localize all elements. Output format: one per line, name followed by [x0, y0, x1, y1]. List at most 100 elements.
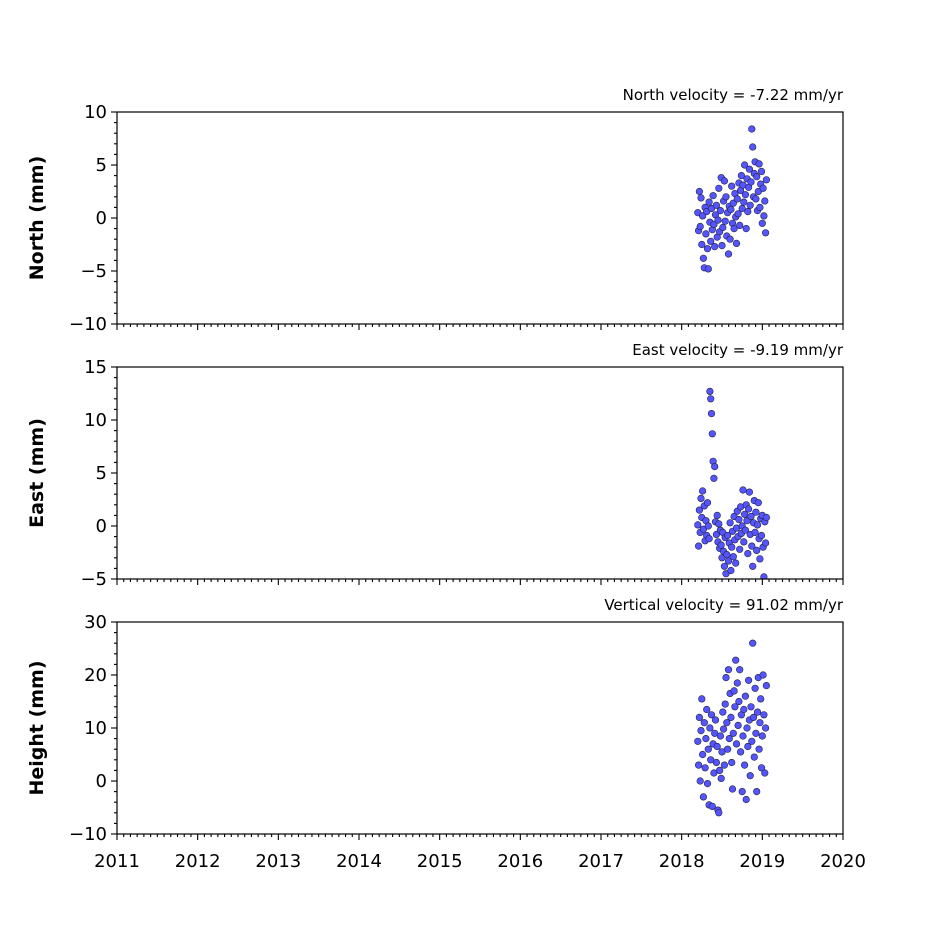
data-point	[742, 795, 750, 804]
data-point	[740, 510, 749, 518]
data-point	[715, 766, 724, 775]
data-point	[727, 205, 735, 214]
data-point	[747, 512, 755, 521]
data-point	[694, 761, 703, 769]
data-point	[698, 487, 707, 495]
data-point	[728, 543, 736, 551]
y-axis-label: North (mm)	[26, 156, 48, 281]
data-point	[698, 212, 707, 220]
data-point	[748, 737, 756, 745]
data-point	[719, 223, 727, 232]
data-point	[753, 173, 761, 181]
data-point	[720, 177, 729, 185]
panel-title: East velocity = -9.19 mm/yr	[632, 341, 844, 359]
data-point	[702, 734, 710, 743]
data-point	[698, 240, 706, 249]
data-point	[714, 216, 722, 224]
panel-title: North velocity = -7.22 mm/yr	[623, 86, 844, 104]
data-point	[751, 528, 759, 537]
data-point	[706, 724, 714, 732]
data-point	[727, 566, 735, 575]
data-point	[724, 250, 733, 258]
data-point	[713, 742, 721, 751]
data-point	[712, 201, 721, 209]
data-point	[735, 515, 743, 524]
data-point	[729, 553, 737, 561]
data-point	[704, 522, 712, 530]
data-point	[735, 697, 743, 706]
data-point	[703, 705, 711, 714]
data-point	[728, 758, 736, 767]
data-point	[696, 777, 704, 785]
data-point	[719, 708, 727, 716]
data-point	[711, 716, 720, 724]
data-point	[730, 225, 738, 233]
data-point	[697, 194, 705, 202]
y-tick-label: 20	[84, 665, 107, 686]
data-point	[726, 235, 734, 243]
data-point	[700, 719, 708, 727]
data-point	[739, 732, 747, 740]
data-points	[694, 387, 771, 579]
data-point	[715, 809, 723, 817]
x-tick-label: 2016	[497, 851, 543, 872]
data-point	[720, 562, 729, 570]
x-tick-label: 2018	[659, 851, 705, 872]
data-point	[716, 732, 725, 740]
data-point	[761, 724, 770, 732]
data-point	[713, 511, 721, 520]
y-tick-label: 10	[84, 718, 107, 739]
data-point	[758, 219, 766, 227]
x-tick-label: 2019	[739, 851, 785, 872]
data-point	[715, 184, 723, 192]
data-point	[694, 542, 703, 550]
data-point	[752, 729, 760, 737]
data-point	[723, 550, 731, 559]
data-point	[729, 729, 737, 737]
x-tick-label: 2015	[417, 851, 463, 872]
x-tick-label: 2012	[175, 851, 221, 872]
data-point	[744, 549, 752, 558]
data-point	[741, 191, 750, 199]
data-point	[698, 695, 706, 703]
data-point	[696, 222, 704, 231]
data-point	[732, 656, 740, 664]
data-point	[695, 506, 704, 514]
data-point	[746, 201, 754, 209]
data-point	[705, 198, 713, 206]
data-point	[695, 713, 704, 722]
data-point	[737, 172, 746, 180]
data-point	[758, 732, 766, 740]
data-point	[748, 125, 756, 133]
data-point	[733, 195, 741, 203]
y-tick-label: −5	[80, 261, 107, 282]
x-tick-label: 2011	[94, 851, 140, 872]
data-point	[734, 210, 742, 218]
data-point	[726, 519, 734, 527]
data-point	[723, 745, 732, 753]
data-point	[694, 737, 702, 745]
x-tick-label: 2020	[820, 851, 866, 872]
data-point	[704, 745, 712, 753]
y-tick-label: −10	[69, 824, 107, 845]
data-point	[717, 541, 725, 549]
data-point	[761, 229, 770, 237]
data-point	[755, 745, 763, 753]
data-point	[721, 217, 729, 225]
data-point	[711, 463, 719, 471]
data-point	[709, 192, 717, 200]
x-tick-label: 2014	[336, 851, 382, 872]
data-point	[730, 687, 738, 695]
data-point	[761, 539, 770, 547]
data-point	[711, 729, 719, 737]
data-point	[740, 161, 749, 169]
data-point	[745, 488, 754, 496]
y-tick-label: 15	[84, 357, 107, 378]
data-point	[727, 713, 735, 722]
data-point	[703, 499, 712, 507]
data-point	[723, 531, 732, 540]
data-point	[695, 187, 704, 196]
data-point	[760, 711, 768, 719]
data-point	[741, 692, 750, 700]
